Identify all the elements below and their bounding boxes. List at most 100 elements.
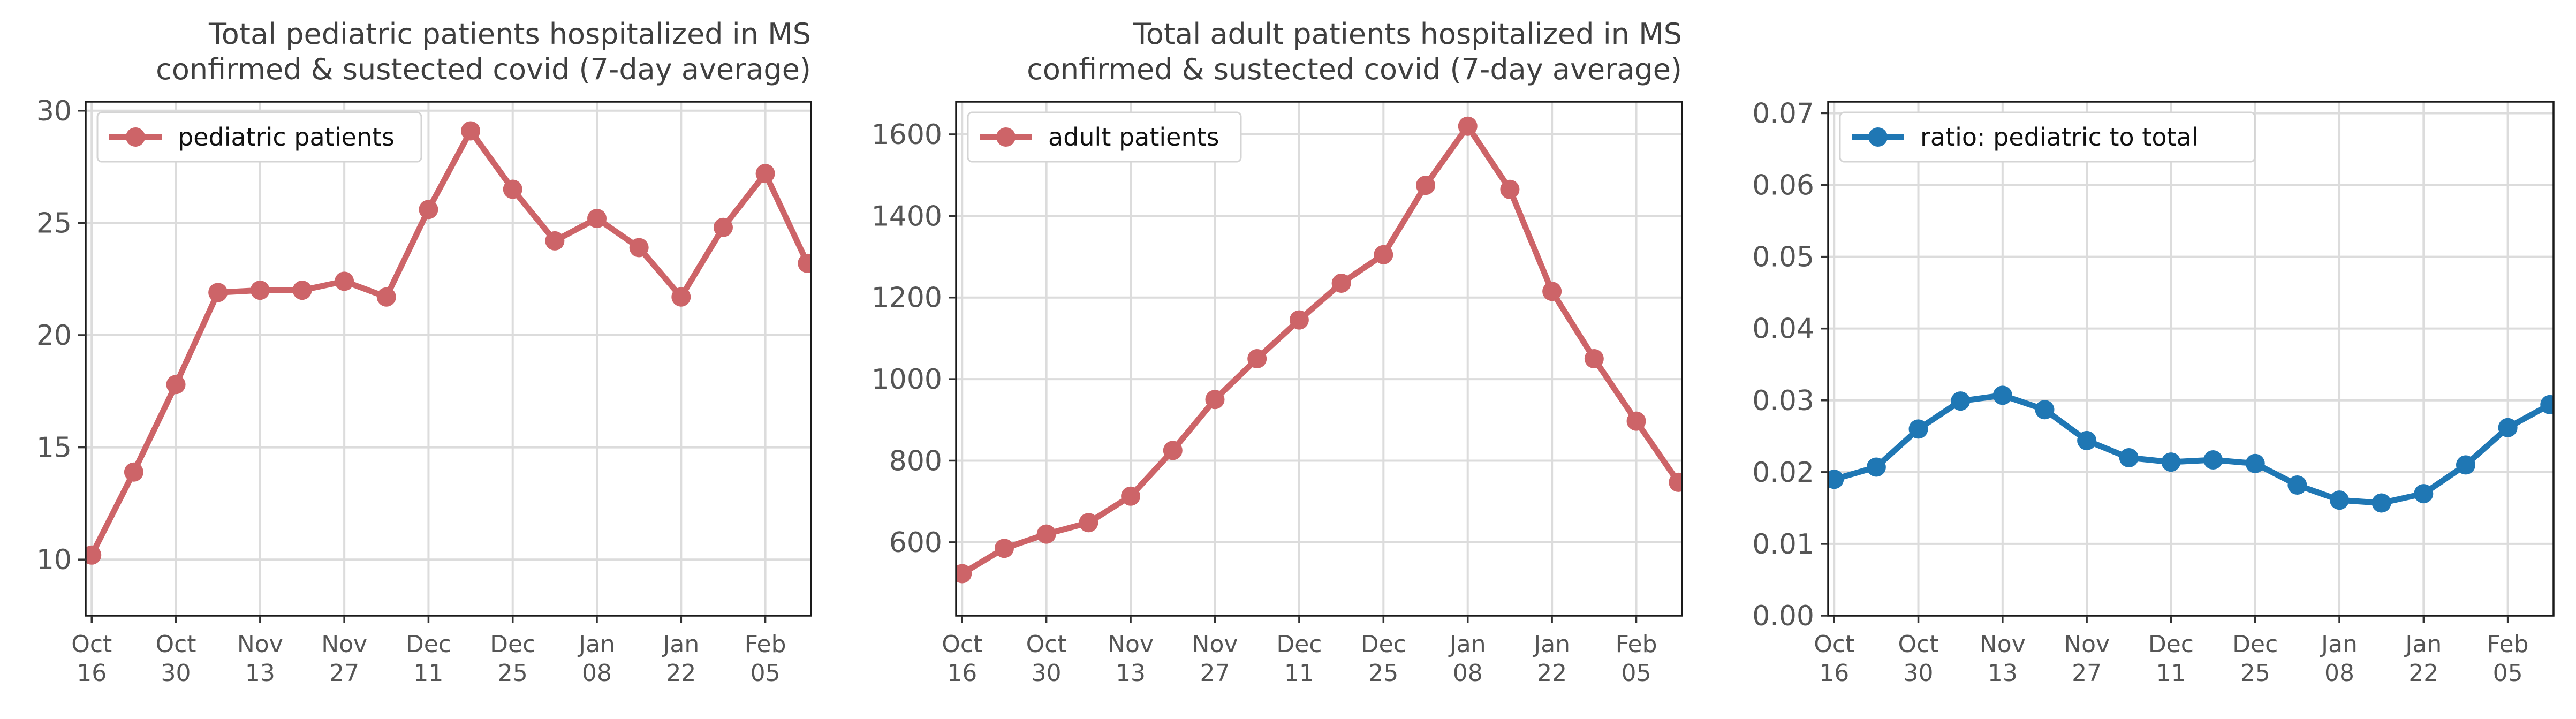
data-point [587, 208, 607, 228]
x-tick-label: Oct 30 [1026, 631, 1067, 687]
x-tick-label: Oct 16 [942, 631, 982, 687]
legend-swatch-marker [1868, 127, 1888, 147]
y-tick-label: 15 [36, 432, 72, 464]
legend-frame [96, 111, 422, 163]
data-point [1036, 524, 1056, 544]
y-tick-label: 800 [889, 445, 942, 477]
plot-frame [955, 101, 1683, 617]
data-point [755, 164, 775, 184]
data-point [1669, 472, 1682, 492]
x-tick-label: Jan 22 [661, 631, 699, 687]
data-point [545, 231, 565, 251]
data-point [2414, 484, 2434, 504]
data-point [1331, 274, 1351, 293]
data-point [335, 271, 354, 291]
data-point [1374, 245, 1393, 264]
y-tick-label: 30 [36, 95, 72, 127]
data-point [1121, 486, 1141, 506]
data-point [1205, 390, 1225, 410]
y-tick-label: 20 [36, 320, 72, 352]
x-tick-label: Feb 05 [2487, 631, 2529, 687]
chart-title: confirmed & sustected covid (7-day avera… [1027, 52, 1682, 86]
data-point [1584, 349, 1604, 368]
data-point [2456, 455, 2475, 475]
data-point [86, 545, 102, 565]
series-line [959, 123, 1681, 577]
y-tick-label: 0.06 [1752, 170, 1814, 202]
data-point [2498, 418, 2518, 437]
x-tick-label: Nov 13 [1980, 631, 2026, 687]
x-tick-label: Nov 13 [1108, 631, 1154, 687]
chart-panel-2: 600 800 1000 1200 1400 1600 Oct 16 Oct 30 Nov 13 Nov… [872, 17, 1683, 687]
x-tick-label: Oct 16 [71, 631, 112, 687]
chart-panel-3: 0.00 0.01 0.02 0.03 0.04 0.05 0.06 0.07 Oct 16 Oct… [1752, 97, 2555, 687]
data-point [2330, 490, 2350, 510]
x-tick-label: Oct 30 [155, 631, 196, 687]
data-point [250, 281, 270, 300]
data-point [671, 287, 691, 307]
chart-title: Total adult patients hospitalized in MS [1133, 17, 1682, 51]
data-point [1247, 349, 1267, 368]
chart-panel-1: 10 15 20 25 30 Oct 16 Oct 30 Nov 13 Nov 27 Dec 11 Dec 25… [36, 17, 812, 687]
legend-frame [967, 111, 1242, 163]
y-tick-label: 25 [36, 207, 72, 239]
y-tick-label: 0.05 [1752, 241, 1814, 274]
legend-swatch-marker [996, 127, 1016, 147]
data-point [1908, 419, 1928, 439]
legend-frame [1839, 111, 2256, 163]
data-point [2161, 452, 2181, 472]
plot-frame [1827, 101, 2555, 617]
x-tick-label: Jan 08 [1448, 631, 1486, 687]
x-tick-label: Dec 25 [2232, 631, 2278, 687]
y-tick-label: 0.00 [1752, 600, 1814, 632]
data-point [1458, 116, 1478, 136]
data-point [2540, 395, 2554, 414]
data-point [124, 462, 143, 482]
x-tick-label: Feb 05 [745, 631, 786, 687]
legend: adult patients [967, 111, 1242, 163]
data-point [2372, 493, 2391, 513]
data-point [2119, 448, 2139, 468]
data-point [994, 539, 1014, 558]
x-tick-label: Nov 27 [2064, 631, 2110, 687]
data-point [2035, 400, 2055, 420]
series-line [1831, 392, 2553, 506]
data-point [1289, 310, 1309, 330]
y-tick-label: 0.02 [1752, 457, 1814, 489]
y-tick-label: 1600 [872, 119, 942, 151]
x-tick-label: Nov 13 [237, 631, 283, 687]
chart-title: Total pediatric patients hospitalized in… [208, 17, 811, 51]
x-tick-label: Dec 25 [490, 631, 535, 687]
data-point [419, 200, 438, 220]
legend: pediatric patients [96, 111, 422, 163]
data-point [1500, 179, 1520, 199]
data-point [1416, 176, 1436, 195]
data-point [503, 179, 522, 199]
y-tick-label: 1000 [872, 364, 942, 396]
data-point [1866, 457, 1886, 477]
y-tick-label: 0.04 [1752, 313, 1814, 345]
x-tick-label: Dec 11 [406, 631, 451, 687]
data-point [798, 253, 811, 273]
legend-label: ratio: pediatric to total [1920, 123, 2198, 152]
x-tick-label: Jan 22 [2404, 631, 2442, 687]
legend-swatch-marker [126, 127, 145, 147]
data-point [2287, 475, 2307, 495]
x-tick-label: Dec 11 [2148, 631, 2194, 687]
y-tick-label: 1400 [872, 200, 942, 232]
plot-frame [85, 101, 812, 617]
data-point [956, 564, 972, 584]
y-tick-label: 0.07 [1752, 97, 1814, 130]
data-point [1542, 282, 1562, 301]
data-point [208, 283, 228, 302]
data-point [461, 121, 481, 141]
x-tick-label: Jan 08 [2320, 631, 2358, 687]
legend-label: pediatric patients [178, 123, 395, 152]
x-tick-label: Oct 16 [1814, 631, 1854, 687]
data-point [1951, 391, 1971, 411]
data-point [1992, 385, 2012, 405]
x-tick-label: Dec 25 [1361, 631, 1406, 687]
data-point [376, 287, 396, 307]
